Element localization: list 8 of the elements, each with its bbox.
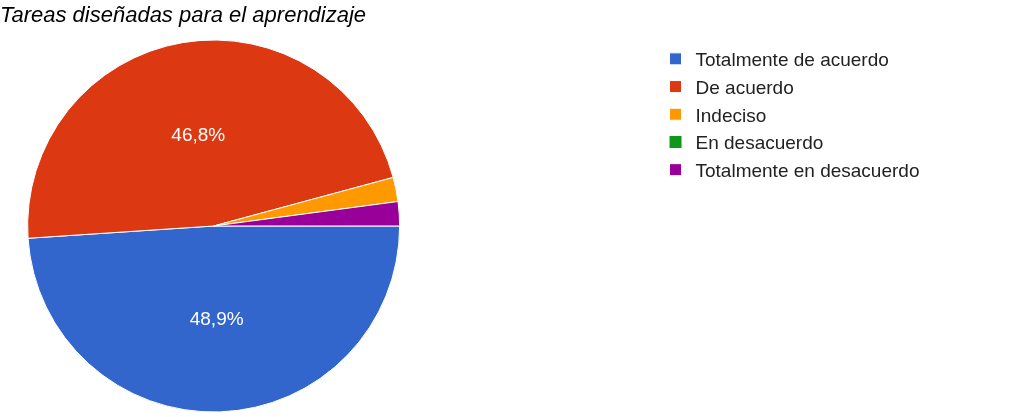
data-label: 46,8% (171, 123, 226, 145)
legend-label: Indeciso (695, 104, 767, 126)
chart-title: Tareas diseñadas para el aprendizaje (0, 1, 367, 27)
legend-label: Totalmente de acuerdo (695, 49, 889, 71)
data-label: 48,9% (189, 308, 244, 330)
legend-label: De acuerdo (695, 76, 794, 98)
legend-label: Totalmente en desacuerdo (695, 160, 920, 182)
legend-label: En desacuerdo (695, 132, 824, 154)
